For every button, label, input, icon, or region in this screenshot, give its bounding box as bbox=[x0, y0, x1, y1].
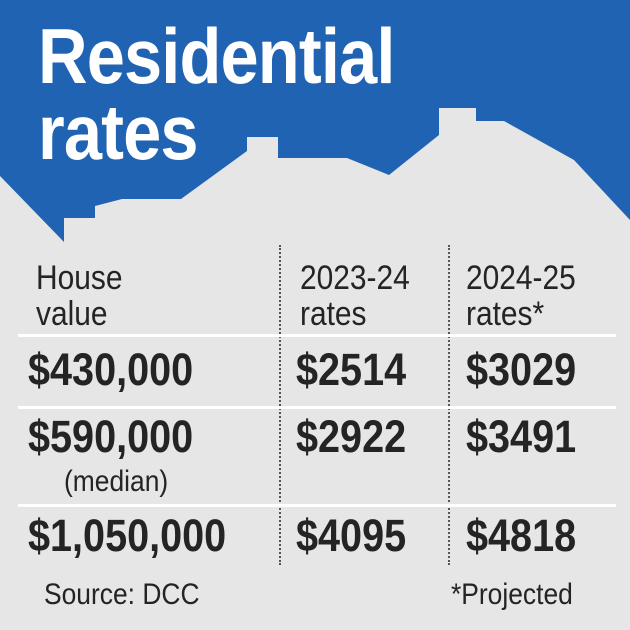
median-rates-2024-25-cell: $3491 bbox=[466, 411, 577, 462]
house-value-cell: $1,050,000 bbox=[28, 510, 227, 561]
table-row-divider bbox=[18, 504, 616, 507]
house-value-cell: $430,000 bbox=[28, 344, 194, 395]
rates-2024-25-cell: $3029 bbox=[466, 344, 577, 395]
graphic-title: Residential rates bbox=[38, 12, 395, 176]
rates-2024-25-header: 2024-25 rates* bbox=[466, 259, 576, 333]
column-divider-2023 bbox=[279, 245, 281, 565]
title-line-residential: Residential bbox=[38, 12, 395, 100]
house-value-header: House value bbox=[36, 259, 123, 333]
house-roofline-header bbox=[0, 0, 630, 242]
table-row-divider bbox=[18, 406, 616, 409]
rates-2023-24-cell: $4095 bbox=[296, 510, 407, 561]
projected-footnote: *Projected bbox=[451, 578, 573, 611]
median-house-value-cell: $590,000 bbox=[28, 411, 194, 462]
title-line-rates: rates bbox=[38, 88, 199, 176]
median-label: (median) bbox=[64, 465, 169, 498]
column-divider-2024 bbox=[448, 245, 450, 565]
residential-rates-table: House value 2023-24 rates 2024-25 rates*… bbox=[18, 245, 616, 570]
rates-2023-24-cell: $2514 bbox=[296, 344, 407, 395]
median-rates-2023-24-cell: $2922 bbox=[296, 411, 407, 462]
rates-2023-24-header: 2023-24 rates bbox=[300, 259, 410, 333]
house-roof-icon bbox=[0, 0, 630, 242]
table-row-divider bbox=[18, 334, 616, 337]
rates-2024-25-cell: $4818 bbox=[466, 510, 577, 561]
source-note: Source: DCC bbox=[44, 578, 200, 611]
